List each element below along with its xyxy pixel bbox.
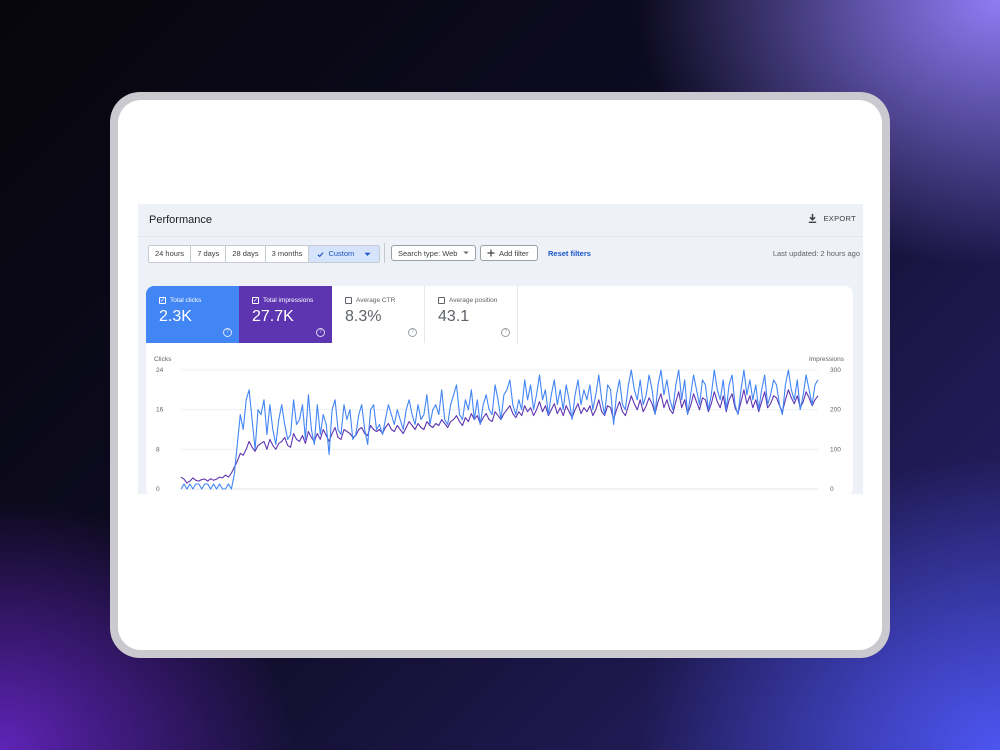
reset-filters-link[interactable]: Reset filters xyxy=(548,249,591,258)
help-icon[interactable]: ? xyxy=(408,328,417,337)
search-type-dropdown[interactable]: Search type: Web xyxy=(391,245,476,261)
export-button[interactable]: EXPORT xyxy=(807,213,856,224)
y-tick-left: 0 xyxy=(156,486,160,493)
metric-label-row: Average position xyxy=(438,297,517,304)
plus-icon xyxy=(487,249,495,257)
checkbox-unchecked-icon[interactable] xyxy=(438,297,445,304)
metric-value: 8.3% xyxy=(345,308,382,325)
device-frame: Performance EXPORT 24 hours 7 days 28 da… xyxy=(110,92,890,658)
checkbox-checked-icon[interactable]: ✓ xyxy=(252,297,259,304)
y-tick-right: 300 xyxy=(830,367,841,374)
metric-label-row: ✓ Total clicks xyxy=(159,297,239,304)
range-28-days[interactable]: 28 days xyxy=(226,246,266,262)
page-title: Performance xyxy=(149,214,212,226)
checkbox-unchecked-icon[interactable] xyxy=(345,297,352,304)
metric-value: 2.3K xyxy=(159,308,192,325)
metrics-card: ✓ Total clicks 2.3K ? ✓ Total impression… xyxy=(146,286,853,496)
performance-chart: Clicks Impressions 24 300 16 200 8 100 0 0 xyxy=(154,356,845,493)
download-icon xyxy=(809,213,817,223)
metric-total-clicks[interactable]: ✓ Total clicks 2.3K ? xyxy=(146,286,239,343)
performance-panel: Performance EXPORT 24 hours 7 days 28 da… xyxy=(138,204,863,496)
impressions-series-line xyxy=(180,389,819,484)
clicks-series-line xyxy=(180,369,819,490)
metric-average-ctr[interactable]: Average CTR 8.3% ? xyxy=(332,286,425,343)
range-7-days[interactable]: 7 days xyxy=(191,246,227,262)
y-tick-right: 100 xyxy=(830,446,841,453)
metric-value: 27.7K xyxy=(252,308,294,325)
metric-label: Average CTR xyxy=(356,297,396,304)
y-tick-right: 0 xyxy=(830,486,834,493)
metric-label: Total impressions xyxy=(263,297,314,304)
header-divider xyxy=(138,236,863,237)
range-3-months[interactable]: 3 months xyxy=(266,246,310,262)
y-axis-left-title: Clicks xyxy=(154,356,172,363)
last-updated-text: Last updated: 2 hours ago xyxy=(772,249,860,258)
metric-label-row: Average CTR xyxy=(345,297,424,304)
range-custom-label: Custom xyxy=(328,249,355,258)
y-tick-left: 8 xyxy=(156,446,160,453)
metric-label: Average position xyxy=(449,297,498,304)
y-tick-right: 200 xyxy=(830,407,841,414)
metric-label: Total clicks xyxy=(170,297,202,304)
caret-down-icon xyxy=(463,251,469,255)
range-24-hours[interactable]: 24 hours xyxy=(149,246,192,262)
y-axis-right-title: Impressions xyxy=(809,356,845,363)
range-custom[interactable]: Custom xyxy=(309,246,380,262)
help-icon[interactable]: ? xyxy=(501,328,510,337)
metric-label-row: ✓ Total impressions xyxy=(252,297,332,304)
help-icon[interactable]: ? xyxy=(316,328,325,337)
export-label: EXPORT xyxy=(823,214,856,223)
y-tick-left: 24 xyxy=(156,367,164,374)
date-range-selector: 24 hours 7 days 28 days 3 months Custom xyxy=(148,245,381,263)
y-tick-left: 16 xyxy=(156,407,164,414)
add-filter-button[interactable]: Add filter xyxy=(480,245,538,261)
search-type-label: Search type: Web xyxy=(398,248,458,258)
add-filter-label: Add filter xyxy=(499,248,529,258)
caret-down-icon xyxy=(364,252,371,256)
check-icon xyxy=(317,251,324,257)
screenshot-card: Performance EXPORT 24 hours 7 days 28 da… xyxy=(118,100,882,650)
metric-value: 43.1 xyxy=(438,308,470,325)
metric-total-impressions[interactable]: ✓ Total impressions 27.7K ? xyxy=(239,286,332,343)
checkbox-checked-icon[interactable]: ✓ xyxy=(159,297,166,304)
toolbar-divider xyxy=(384,243,385,263)
metric-average-position[interactable]: Average position 43.1 ? xyxy=(425,286,518,343)
help-icon[interactable]: ? xyxy=(223,328,232,337)
